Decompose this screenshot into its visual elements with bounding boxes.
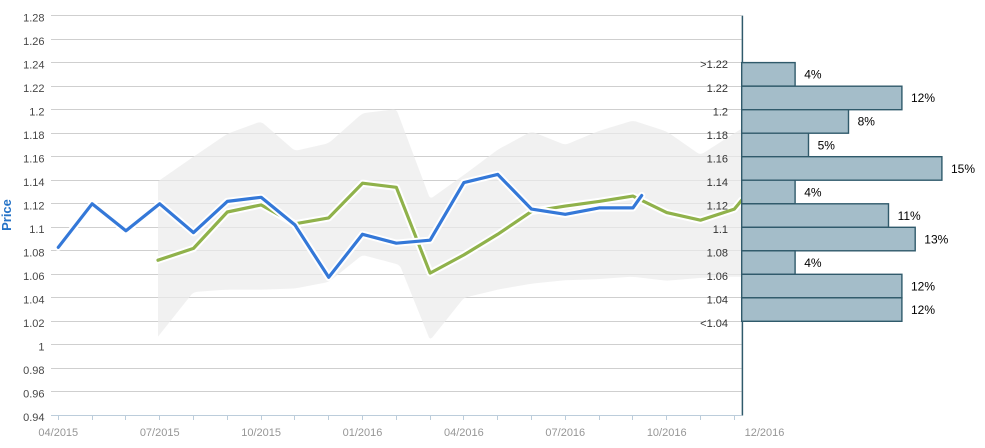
svg-text:1.12: 1.12 <box>23 201 44 213</box>
svg-text:0.94: 0.94 <box>23 412 44 424</box>
svg-text:4%: 4% <box>804 256 822 270</box>
svg-text:>1.22: >1.22 <box>700 59 728 71</box>
svg-text:1.08: 1.08 <box>23 248 44 260</box>
svg-text:1.18: 1.18 <box>707 130 728 142</box>
svg-text:1.12: 1.12 <box>707 200 728 212</box>
svg-text:10/2015: 10/2015 <box>241 427 281 439</box>
svg-text:1.2: 1.2 <box>713 106 728 118</box>
svg-text:1.14: 1.14 <box>707 177 728 189</box>
svg-text:1: 1 <box>38 342 44 354</box>
svg-text:11%: 11% <box>898 209 921 223</box>
svg-text:07/2016: 07/2016 <box>545 427 585 439</box>
svg-text:1.2: 1.2 <box>29 107 44 119</box>
svg-text:12%: 12% <box>911 279 935 293</box>
svg-text:1.02: 1.02 <box>23 318 44 330</box>
svg-text:1.26: 1.26 <box>23 36 44 48</box>
svg-text:1.1: 1.1 <box>713 224 728 236</box>
svg-text:04/2015: 04/2015 <box>38 427 78 439</box>
svg-text:1.04: 1.04 <box>23 295 44 307</box>
svg-text:5%: 5% <box>818 138 836 152</box>
svg-text:1.16: 1.16 <box>23 154 44 166</box>
svg-text:1.28: 1.28 <box>23 12 44 24</box>
svg-text:1.04: 1.04 <box>707 294 728 306</box>
svg-text:1.16: 1.16 <box>707 153 728 165</box>
svg-text:8%: 8% <box>858 115 876 129</box>
svg-text:04/2016: 04/2016 <box>444 427 484 439</box>
svg-text:15%: 15% <box>951 162 975 176</box>
svg-text:1.22: 1.22 <box>707 83 728 95</box>
svg-text:01/2016: 01/2016 <box>343 427 383 439</box>
svg-text:12%: 12% <box>911 303 935 317</box>
svg-text:0.96: 0.96 <box>23 389 44 401</box>
svg-text:1.18: 1.18 <box>23 130 44 142</box>
svg-text:1.22: 1.22 <box>23 83 44 95</box>
svg-text:<1.04: <1.04 <box>700 318 728 330</box>
svg-text:12%: 12% <box>911 91 935 105</box>
svg-text:13%: 13% <box>924 232 948 246</box>
svg-text:0.98: 0.98 <box>23 365 44 377</box>
svg-text:1.08: 1.08 <box>707 247 728 259</box>
svg-text:1.06: 1.06 <box>23 271 44 283</box>
svg-text:1.24: 1.24 <box>23 59 44 71</box>
svg-text:1.14: 1.14 <box>23 177 44 189</box>
svg-text:1.06: 1.06 <box>707 271 728 283</box>
svg-text:1.1: 1.1 <box>29 224 44 236</box>
svg-text:4%: 4% <box>804 185 822 199</box>
svg-text:10/2016: 10/2016 <box>647 427 687 439</box>
svg-text:07/2015: 07/2015 <box>140 427 180 439</box>
svg-text:4%: 4% <box>804 68 822 82</box>
svg-text:Price: Price <box>0 199 14 231</box>
svg-text:12/2016: 12/2016 <box>745 427 785 439</box>
